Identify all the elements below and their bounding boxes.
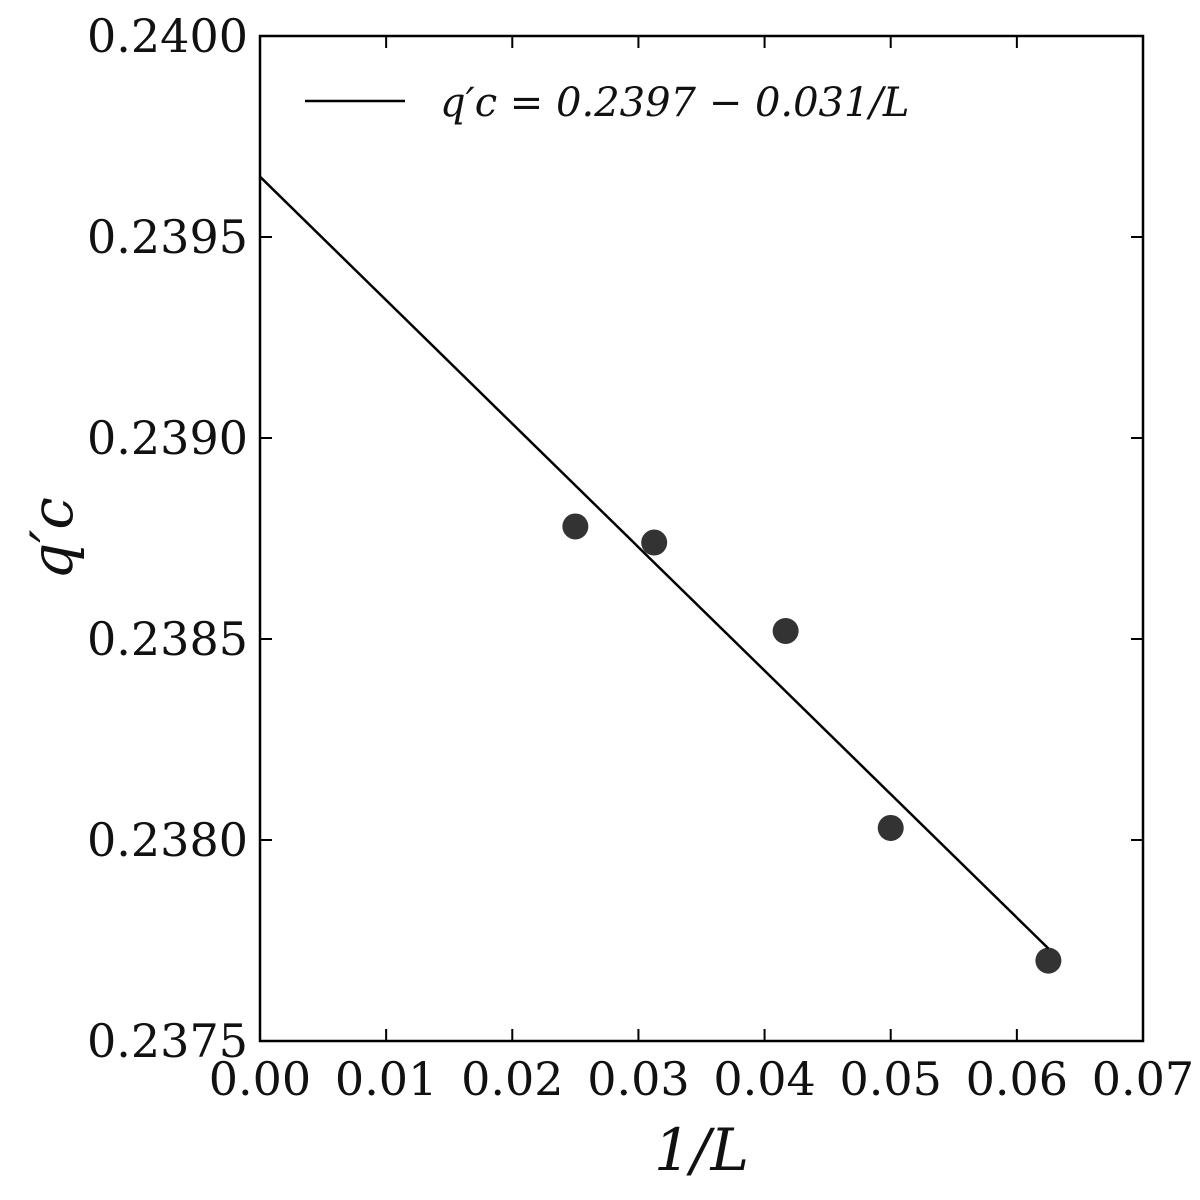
y-tick-label: 0.2390 (87, 411, 248, 465)
x-tick-label: 0.00 (209, 1052, 311, 1106)
fit-line (259, 175, 1050, 950)
x-axis-label: 1/L (654, 1116, 749, 1184)
plot-layer (259, 175, 1062, 974)
y-tick-label: 0.2375 (87, 1014, 248, 1068)
y-tick-label: 0.2380 (87, 813, 248, 867)
data-point (562, 513, 589, 540)
plot-frame (258, 34, 1145, 1043)
tick-layer: 0.00 0.01 0.02 0.03 0.04 0.05 0.06 0.07 0.2375 0.… (87, 9, 1194, 1106)
legend: q′c = 0.2397 − 0.031/L (305, 80, 910, 126)
x-tick-label: 0.05 (840, 1052, 942, 1106)
data-point (877, 814, 904, 841)
legend-label: q′c = 0.2397 − 0.031/L (440, 80, 910, 126)
x-tick-label: 0.02 (461, 1052, 563, 1106)
data-point (641, 529, 668, 556)
y-axis-label: q′c (18, 497, 86, 580)
x-tick-label: 0.07 (1092, 1052, 1194, 1106)
x-tick-label: 0.01 (335, 1052, 437, 1106)
y-tick-label: 0.2400 (87, 9, 248, 63)
x-tick-label: 0.06 (966, 1052, 1068, 1106)
data-point (772, 617, 799, 644)
data-point (1035, 947, 1062, 974)
x-tick-label: 0.04 (713, 1052, 815, 1106)
y-tick-label: 0.2395 (87, 210, 248, 264)
y-tick-label: 0.2385 (87, 612, 248, 666)
x-tick-label: 0.03 (587, 1052, 689, 1106)
